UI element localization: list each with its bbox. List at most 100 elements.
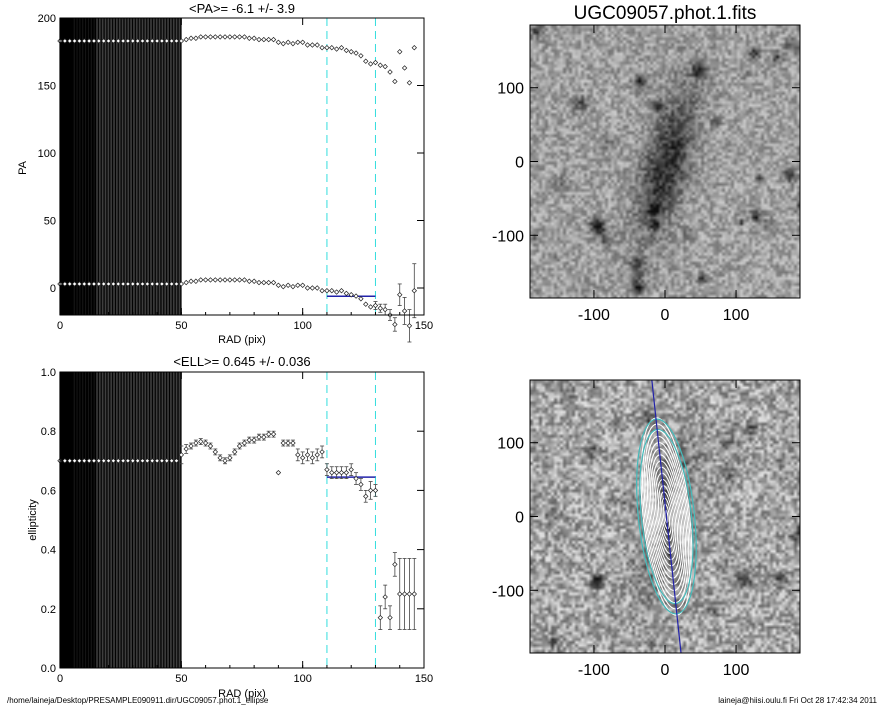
x-tick-label: 100: [723, 307, 750, 324]
data-point: [178, 38, 185, 44]
data-point: [202, 440, 209, 446]
y-tick-label: 50: [44, 216, 56, 228]
data-point: [207, 34, 214, 40]
data-point: [261, 36, 267, 43]
data-point: [406, 591, 413, 597]
data-point: [353, 293, 359, 299]
data-point: [198, 34, 204, 40]
pa-y-axis-label: PA: [17, 160, 29, 175]
data-point: [232, 277, 238, 283]
data-point: [411, 591, 417, 597]
y-tick-label: 0: [50, 283, 56, 295]
x-tick-label: 100: [293, 320, 311, 332]
data-point: [372, 487, 379, 494]
data-point: [314, 452, 320, 458]
data-point: [387, 614, 393, 621]
data-point: [183, 36, 189, 43]
data-point: [406, 323, 413, 329]
data-point: [285, 440, 291, 446]
radius-grid-lines: [59, 18, 182, 315]
data-point: [363, 301, 369, 307]
data-point: [251, 35, 257, 41]
data-point: [236, 443, 243, 449]
y-tick-label: 0.8: [41, 426, 56, 438]
data-point: [304, 42, 311, 48]
y-tick-label: 0.2: [41, 604, 56, 616]
data-point: [338, 45, 345, 51]
data-point: [256, 36, 262, 43]
data-point: [324, 466, 330, 473]
data-point: [397, 49, 403, 55]
data-point: [392, 561, 398, 568]
data-point: [343, 290, 350, 297]
data-point: [285, 39, 291, 45]
data-point: [353, 50, 359, 56]
data-point: [343, 47, 350, 54]
data-point: [295, 39, 301, 45]
y-tick-label: 0.4: [41, 545, 56, 557]
data-point: [280, 440, 286, 446]
data-point: [285, 282, 291, 288]
data-point: [358, 481, 364, 488]
y-tick-label: -100: [492, 228, 524, 245]
data-point: [367, 304, 374, 310]
data-point: [280, 283, 286, 290]
y-tick-label: 100: [497, 436, 524, 453]
data-point: [232, 449, 238, 455]
data-point: [367, 487, 374, 494]
data-point: [363, 58, 369, 64]
data-point: [183, 446, 189, 452]
data-point: [338, 288, 345, 294]
data-point: [358, 296, 364, 302]
data-point: [183, 279, 189, 286]
data-point: [198, 277, 204, 283]
y-tick-label: 100: [38, 148, 56, 160]
x-tick-label: 0: [57, 320, 63, 332]
data-point: [406, 80, 413, 86]
data-point: [382, 306, 388, 313]
pa-axis-ticks: 0 50 100 150 0 50 100 150 200: [38, 13, 434, 332]
y-tick-label: 0.6: [41, 485, 56, 497]
data-point: [246, 437, 252, 443]
position-angle-line: [651, 380, 682, 653]
data-point: [212, 277, 219, 283]
data-point: [193, 35, 199, 41]
data-point: [392, 321, 398, 328]
data-point: [319, 288, 325, 294]
galaxy-image-panel: UGC09057.phot.1.fits -100 0 100 -100 0 100: [492, 3, 801, 324]
y-tick-label: 150: [38, 81, 56, 93]
x-tick-label: 150: [415, 673, 433, 685]
data-point: [309, 455, 316, 461]
data-point: [348, 292, 354, 298]
data-point: [304, 285, 311, 291]
data-point: [236, 34, 243, 40]
data-point: [309, 42, 316, 48]
x-tick-label: 0: [661, 662, 670, 679]
ellipticity-x-axis-label: RAD (pix): [218, 688, 266, 700]
data-point: [280, 40, 286, 47]
isophote-ellipses: [636, 380, 697, 653]
data-point: [377, 305, 384, 311]
data-point: [299, 455, 306, 461]
data-point: [227, 455, 233, 461]
data-point: [333, 46, 340, 52]
data-point: [275, 39, 282, 45]
data-point: [333, 469, 340, 476]
data-point: [290, 440, 296, 446]
data-point: [401, 65, 408, 71]
y-tick-label: 1.0: [41, 367, 56, 379]
data-point: [309, 285, 316, 291]
data-point: [314, 42, 320, 48]
data-point: [227, 34, 233, 40]
footer-user-timestamp: laineja@hiisi.oulu.fi Fri Oct 28 17:42:3…: [718, 696, 877, 705]
data-point: [295, 282, 301, 288]
data-point: [275, 282, 282, 288]
y-tick-label: 0.0: [41, 663, 56, 675]
data-point: [319, 449, 325, 455]
data-point: [193, 440, 199, 446]
y-tick-label: 0: [515, 155, 524, 172]
galaxy-image-ticks: -100 0 100 -100 0 100: [492, 25, 800, 324]
data-point: [348, 466, 354, 473]
data-point: [304, 452, 311, 458]
